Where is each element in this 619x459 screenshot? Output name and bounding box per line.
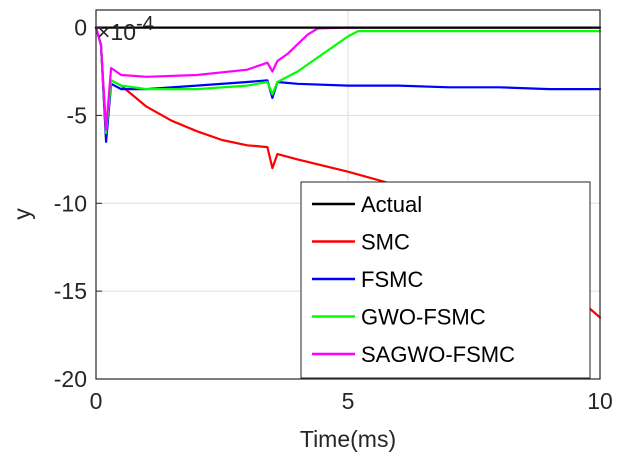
x-tick-label: 10 bbox=[587, 388, 613, 414]
svg-text:×10-4: ×10-4 bbox=[97, 13, 154, 45]
y-tick-label: -20 bbox=[54, 366, 87, 392]
x-axis-ticks: 0 5 10 bbox=[90, 373, 613, 414]
y-tick-label: -10 bbox=[54, 190, 87, 216]
exponent-power: -4 bbox=[136, 13, 154, 35]
y-tick-label: -15 bbox=[54, 278, 87, 304]
exponent-label: ×10-4 bbox=[97, 13, 154, 45]
x-tick-label: 0 bbox=[90, 388, 103, 414]
legend-label-fsmc: FSMC bbox=[361, 267, 423, 292]
y-axis-label: y bbox=[9, 208, 35, 220]
legend-label-gwo-fsmc: GWO-FSMC bbox=[361, 305, 486, 330]
legend-label-sagwo-fsmc: SAGWO-FSMC bbox=[361, 342, 515, 367]
legend-entries: Actual SMC FSMC GWO-FSMC SAGWO-FSMC bbox=[312, 192, 515, 367]
y-tick-label: -5 bbox=[67, 102, 87, 128]
legend-label-smc: SMC bbox=[361, 230, 410, 255]
x-axis-label: Time(ms) bbox=[300, 426, 396, 452]
x-tick-label: 5 bbox=[342, 388, 355, 414]
y-axis-ticks: 0 -5 -10 -15 -20 bbox=[54, 15, 102, 392]
legend: Actual SMC FSMC GWO-FSMC SAGWO-FSMC bbox=[300, 181, 591, 379]
exponent-base: ×10 bbox=[97, 19, 136, 45]
y-tick-label: 0 bbox=[74, 15, 87, 41]
legend-label-actual: Actual bbox=[361, 192, 422, 217]
